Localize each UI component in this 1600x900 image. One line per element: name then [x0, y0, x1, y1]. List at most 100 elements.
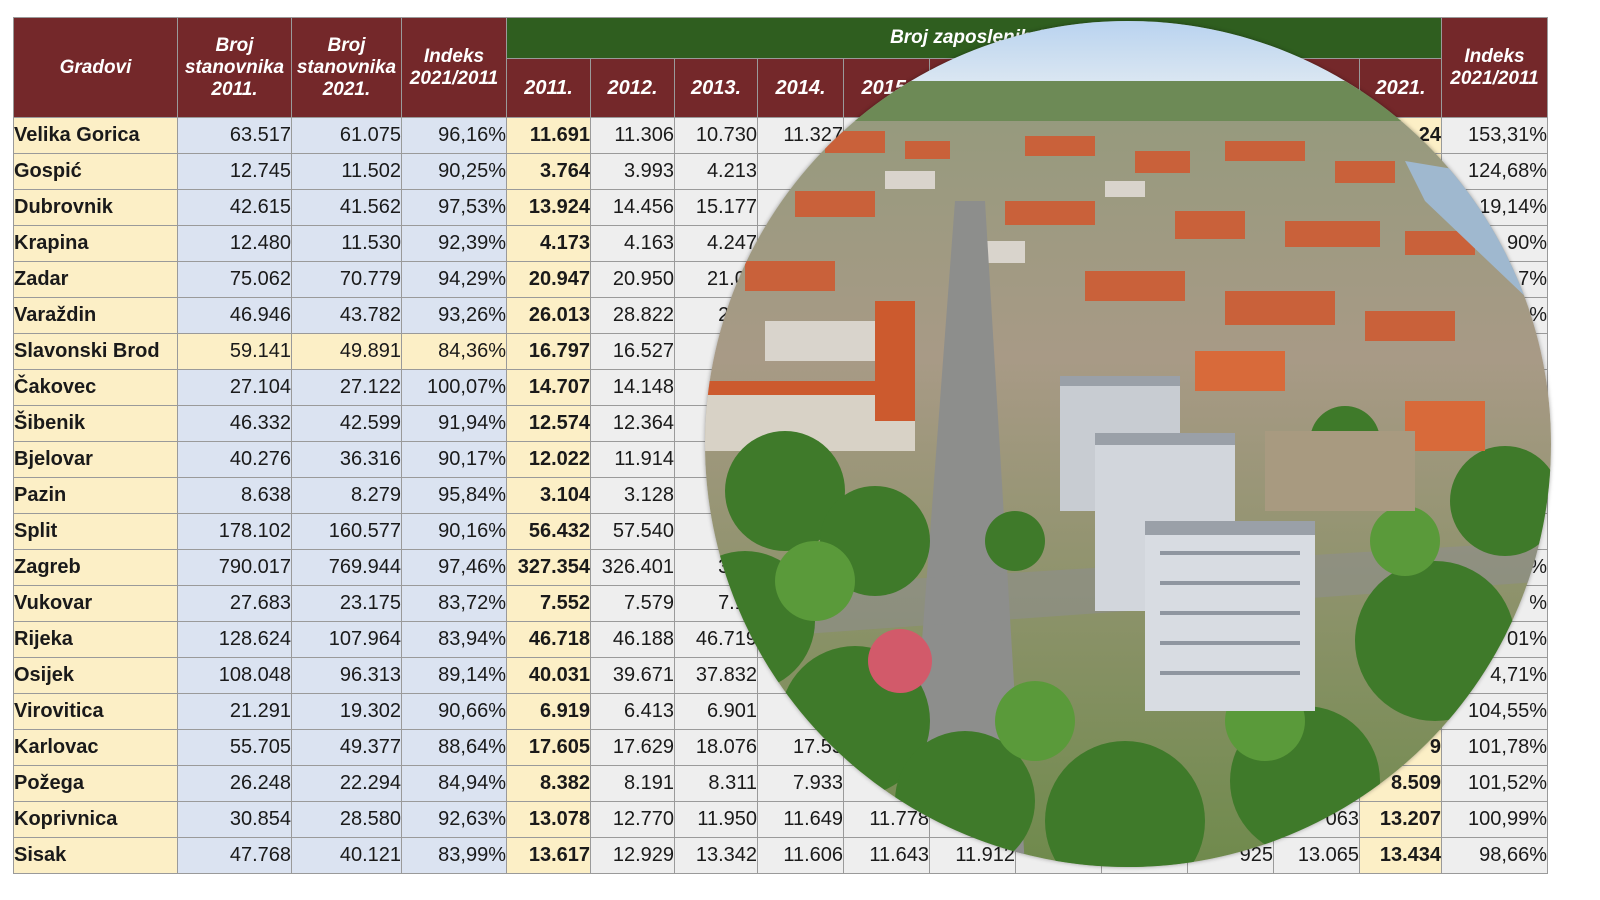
header-index-pop: Indeks 2021/2011 — [401, 17, 507, 118]
pop-2021-cell: 8.279 — [291, 477, 402, 514]
employed-cell: 4.213 — [674, 153, 758, 190]
pop-2021-cell: 769.944 — [291, 549, 402, 586]
pop-2021-cell: 19.302 — [291, 693, 402, 730]
employed-cell: 12.929 — [590, 837, 675, 874]
pop-2011-cell: 8.638 — [177, 477, 292, 514]
pop-2011-cell: 55.705 — [177, 729, 292, 766]
employed-cell: 13.078 — [506, 801, 591, 838]
employed-cell: 11.606 — [757, 837, 844, 874]
city-name-cell: Zagreb — [13, 549, 178, 586]
pop-2021-cell: 49.377 — [291, 729, 402, 766]
index-pop-cell: 91,94% — [401, 405, 507, 442]
employed-cell: 26.013 — [506, 297, 591, 334]
employed-cell: 4.173 — [506, 225, 591, 262]
city-name-cell: Požega — [13, 765, 178, 802]
index-emp-cell: 153,31% — [1441, 117, 1548, 154]
city-name-cell: Čakovec — [13, 369, 178, 406]
city-name-cell: Sisak — [13, 837, 178, 874]
employed-cell: 13.924 — [506, 189, 591, 226]
pop-2011-cell: 128.624 — [177, 621, 292, 658]
header-year-1: 2011. — [506, 58, 591, 118]
employed-cell: 20.950 — [590, 261, 675, 298]
employed-cell: 6.901 — [674, 693, 758, 730]
pop-2011-cell: 26.248 — [177, 765, 292, 802]
pop-2011-cell: 30.854 — [177, 801, 292, 838]
index-pop-cell: 95,84% — [401, 477, 507, 514]
pop-2021-cell: 107.964 — [291, 621, 402, 658]
employed-cell: 4.163 — [590, 225, 675, 262]
pop-2011-cell: 178.102 — [177, 513, 292, 550]
pop-2021-cell: 22.294 — [291, 765, 402, 802]
employed-cell: 3.993 — [590, 153, 675, 190]
index-pop-cell: 84,94% — [401, 765, 507, 802]
pop-2011-cell: 12.745 — [177, 153, 292, 190]
employed-cell: 14.148 — [590, 369, 675, 406]
pop-2021-cell: 11.530 — [291, 225, 402, 262]
pop-2021-cell: 36.316 — [291, 441, 402, 478]
employed-cell: 56.432 — [506, 513, 591, 550]
header-gradovi: Gradovi — [13, 17, 178, 118]
employed-cell: 17.629 — [590, 729, 675, 766]
header-index-pop-text: Indeks 2021/2011 — [409, 45, 499, 89]
city-name-cell: Pazin — [13, 477, 178, 514]
employed-cell: 13.434 — [1359, 837, 1442, 874]
index-pop-cell: 90,66% — [401, 693, 507, 730]
employed-cell: 8.191 — [590, 765, 675, 802]
employed-cell: 8.382 — [506, 765, 591, 802]
header-year-3: 2013. — [674, 58, 758, 118]
employed-cell: 327.354 — [506, 549, 591, 586]
employed-cell: 3.104 — [506, 477, 591, 514]
pop-2021-cell: 11.502 — [291, 153, 402, 190]
employed-cell: 28.822 — [590, 297, 675, 334]
header-index-emp: Indeks 2021/2011 — [1441, 17, 1548, 118]
index-pop-cell: 93,26% — [401, 297, 507, 334]
city-name-cell: Velika Gorica — [13, 117, 178, 154]
employed-cell: 11.643 — [843, 837, 930, 874]
pop-2021-cell: 160.577 — [291, 513, 402, 550]
pop-2011-cell: 42.615 — [177, 189, 292, 226]
index-pop-cell: 83,72% — [401, 585, 507, 622]
employed-cell: 326.401 — [590, 549, 675, 586]
index-pop-cell: 90,16% — [401, 513, 507, 550]
employed-cell: 10.730 — [674, 117, 758, 154]
index-pop-cell: 84,36% — [401, 333, 507, 370]
pop-2011-cell: 12.480 — [177, 225, 292, 262]
index-emp-cell: 101,52% — [1441, 765, 1548, 802]
pop-2021-cell: 43.782 — [291, 297, 402, 334]
employed-cell: 13.207 — [1359, 801, 1442, 838]
pop-2011-cell: 75.062 — [177, 261, 292, 298]
employed-cell: 11.649 — [757, 801, 844, 838]
city-name-cell: Rijeka — [13, 621, 178, 658]
pop-2021-cell: 42.599 — [291, 405, 402, 442]
city-name-cell: Gospić — [13, 153, 178, 190]
employed-cell: 12.574 — [506, 405, 591, 442]
city-name-cell: Bjelovar — [13, 441, 178, 478]
pop-2011-cell: 790.017 — [177, 549, 292, 586]
pop-2011-cell: 47.768 — [177, 837, 292, 874]
index-pop-cell: 83,94% — [401, 621, 507, 658]
employed-cell: 11.691 — [506, 117, 591, 154]
employed-cell: 17.605 — [506, 729, 591, 766]
city-name-cell: Vukovar — [13, 585, 178, 622]
pop-2021-cell: 96.313 — [291, 657, 402, 694]
table-row: Sisak 47.768 40.121 83,99% 13.617 12.929 13.34… — [13, 837, 1548, 874]
header-index-emp-text: Indeks 2021/2011 — [1450, 45, 1539, 89]
index-pop-cell: 96,16% — [401, 117, 507, 154]
employed-cell: 46.188 — [590, 621, 675, 658]
city-name-cell: Karlovac — [13, 729, 178, 766]
employed-cell: 12.364 — [590, 405, 675, 442]
employed-cell: 3.764 — [506, 153, 591, 190]
pop-2011-cell: 46.332 — [177, 405, 292, 442]
pop-2011-cell: 27.104 — [177, 369, 292, 406]
employed-cell: 11.914 — [590, 441, 675, 478]
header-year-2: 2012. — [590, 58, 675, 118]
employed-cell: 6.919 — [506, 693, 591, 730]
city-name-cell: Dubrovnik — [13, 189, 178, 226]
index-pop-cell: 92,63% — [401, 801, 507, 838]
employed-cell: 39.671 — [590, 657, 675, 694]
employed-cell: 11.950 — [674, 801, 758, 838]
aerial-city-icon — [705, 21, 1551, 867]
employed-cell: 13.617 — [506, 837, 591, 874]
employed-cell: 11.306 — [590, 117, 675, 154]
employed-cell: 20.947 — [506, 261, 591, 298]
